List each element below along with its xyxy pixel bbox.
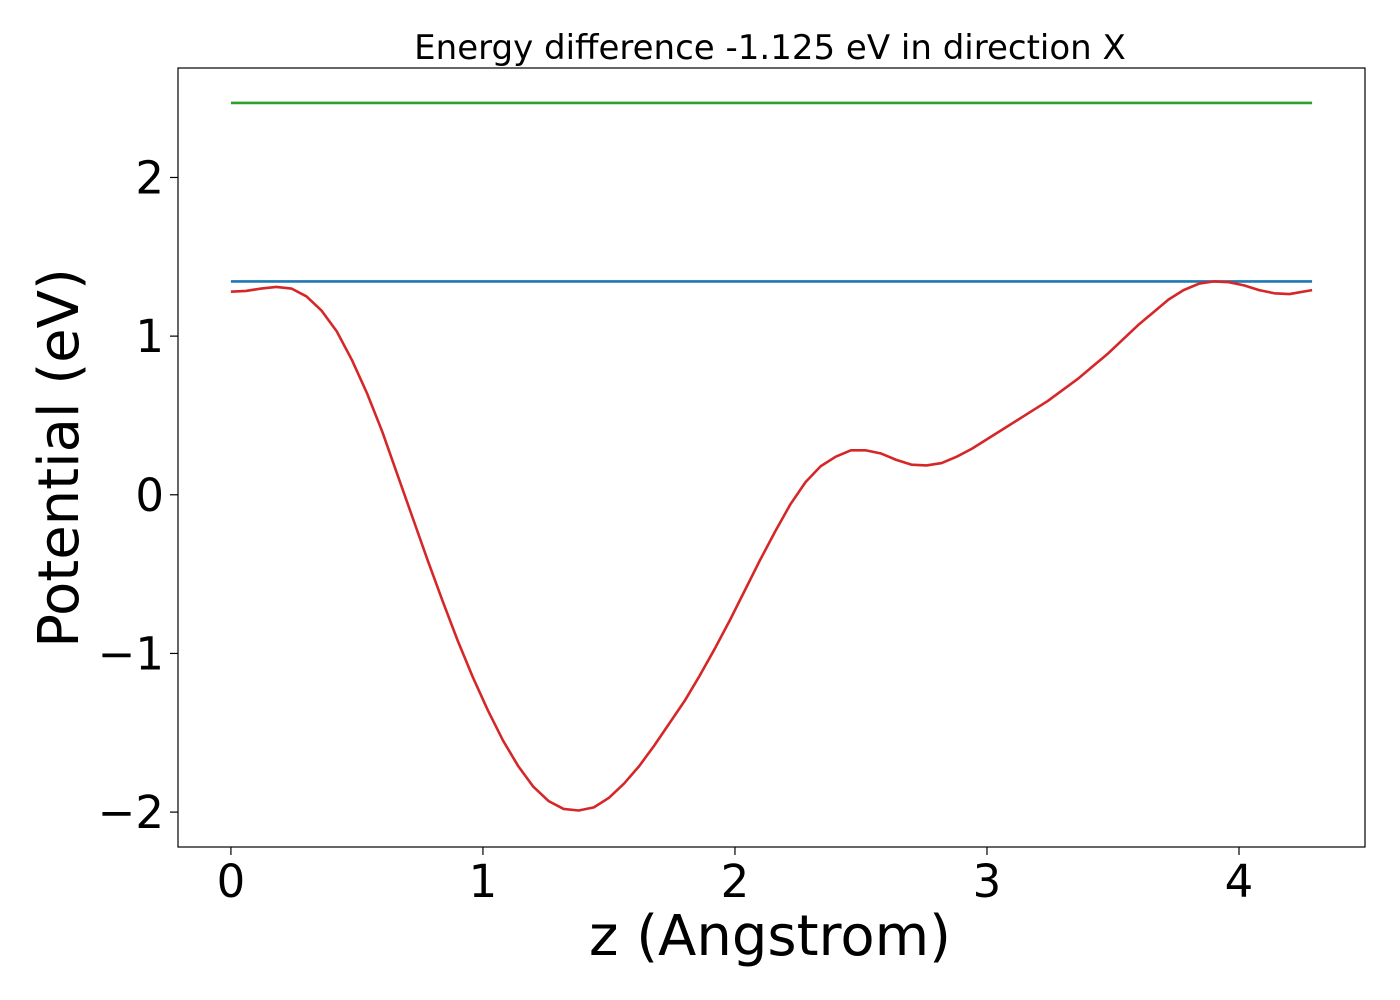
x-axis: 0 1 2 3 4 xyxy=(217,847,1254,908)
x-tick-label: 2 xyxy=(721,855,750,908)
series-layer xyxy=(230,101,1313,812)
series-line-2 xyxy=(230,280,1313,812)
y-tick-label: 1 xyxy=(135,310,164,363)
x-tick-label: 4 xyxy=(1225,855,1254,908)
y-tick-label: −1 xyxy=(98,627,164,680)
y-tick-label: 0 xyxy=(135,469,164,522)
x-tick-label: 3 xyxy=(973,855,1002,908)
x-tick-label: 1 xyxy=(469,855,498,908)
chart-title: Energy difference -1.125 eV in direction… xyxy=(414,28,1126,68)
y-axis: −2 −1 0 1 2 xyxy=(98,151,178,839)
x-axis-label: z (Angstrom) xyxy=(589,904,951,969)
plot-frame xyxy=(177,67,1366,848)
y-tick-label: −2 xyxy=(98,786,164,839)
x-tick-label: 0 xyxy=(217,855,246,908)
y-axis-label: Potential (eV) xyxy=(27,268,92,648)
y-tick-label: 2 xyxy=(135,151,164,204)
